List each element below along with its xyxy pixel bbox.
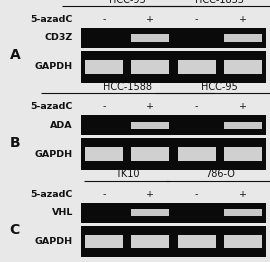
- Bar: [81, 226, 266, 257]
- Text: -: -: [195, 102, 198, 112]
- Bar: [85, 60, 123, 74]
- Text: HCC-95: HCC-95: [109, 0, 146, 5]
- Bar: [81, 51, 266, 83]
- Bar: [224, 209, 262, 216]
- Text: 5-azadC: 5-azadC: [31, 15, 73, 24]
- Text: A: A: [9, 48, 20, 62]
- Bar: [224, 234, 262, 248]
- Text: ADA: ADA: [50, 121, 73, 130]
- Text: -: -: [102, 102, 106, 112]
- Text: HCC-95: HCC-95: [201, 82, 238, 92]
- Text: -: -: [102, 15, 106, 24]
- Bar: [224, 34, 262, 42]
- Bar: [85, 234, 123, 248]
- Text: CD3Z: CD3Z: [45, 34, 73, 42]
- Text: B: B: [9, 135, 20, 150]
- Text: C: C: [10, 223, 20, 237]
- Text: +: +: [239, 102, 247, 112]
- Text: +: +: [146, 190, 154, 199]
- Bar: [81, 115, 266, 135]
- Text: HCC-1833: HCC-1833: [195, 0, 244, 5]
- Bar: [81, 203, 266, 223]
- Bar: [131, 122, 169, 129]
- Text: +: +: [146, 102, 154, 112]
- Text: GAPDH: GAPDH: [35, 150, 73, 159]
- Bar: [178, 147, 215, 161]
- Text: -: -: [102, 190, 106, 199]
- Bar: [224, 122, 262, 129]
- Bar: [224, 147, 262, 161]
- Text: +: +: [146, 15, 154, 24]
- Text: VHL: VHL: [52, 208, 73, 217]
- Bar: [131, 34, 169, 42]
- Text: -: -: [195, 15, 198, 24]
- Text: +: +: [239, 15, 247, 24]
- Bar: [85, 147, 123, 161]
- Text: -: -: [195, 190, 198, 199]
- Text: 5-azadC: 5-azadC: [31, 102, 73, 112]
- Text: HCC-1588: HCC-1588: [103, 82, 152, 92]
- Bar: [81, 28, 266, 48]
- Bar: [131, 234, 169, 248]
- Text: 5-azadC: 5-azadC: [31, 190, 73, 199]
- Bar: [131, 147, 169, 161]
- Text: GAPDH: GAPDH: [35, 62, 73, 71]
- Bar: [224, 60, 262, 74]
- Text: GAPDH: GAPDH: [35, 237, 73, 246]
- Bar: [81, 138, 266, 170]
- Bar: [131, 60, 169, 74]
- Text: 786-O: 786-O: [205, 170, 235, 179]
- Text: +: +: [239, 190, 247, 199]
- Text: TK10: TK10: [115, 170, 140, 179]
- Bar: [178, 234, 215, 248]
- Bar: [131, 209, 169, 216]
- Bar: [178, 60, 215, 74]
